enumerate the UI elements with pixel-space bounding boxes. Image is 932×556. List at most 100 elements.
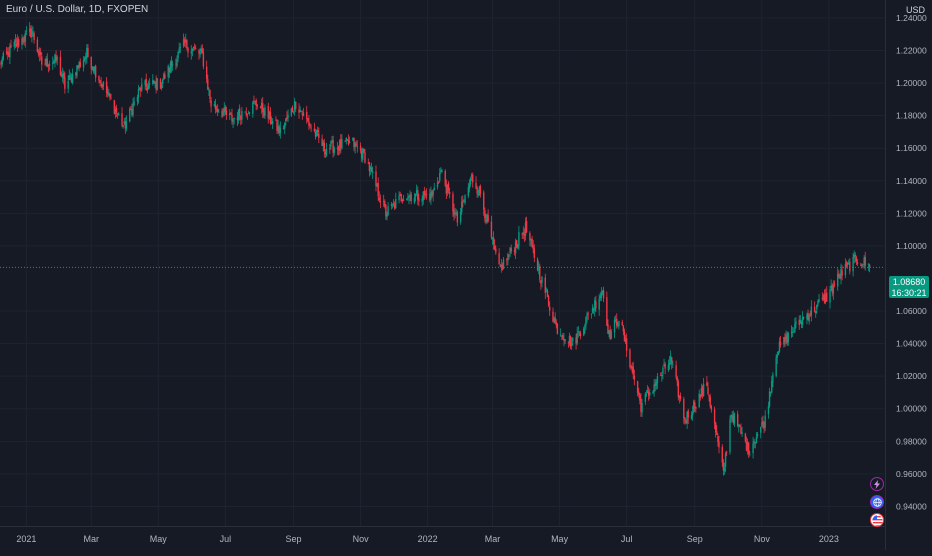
- candle-body: [331, 140, 333, 142]
- candle-body: [308, 121, 310, 126]
- candle-body: [587, 313, 589, 315]
- candle-body: [192, 47, 195, 48]
- last-price-tag: 1.08680 16:30:21: [889, 276, 929, 298]
- candle-body: [764, 415, 766, 428]
- candle-body: [747, 442, 750, 454]
- candle-body: [352, 138, 354, 141]
- candle-body: [384, 201, 386, 207]
- candle-body: [655, 382, 658, 387]
- time-tick-label: Sep: [687, 534, 703, 544]
- candle-body: [170, 61, 173, 67]
- candle-body: [808, 315, 810, 322]
- candle-body: [187, 47, 189, 53]
- candle-body: [78, 62, 80, 69]
- candle-body: [2, 52, 4, 60]
- price-tick-label: 1.16000: [896, 143, 927, 153]
- candle-body: [108, 92, 110, 96]
- candle-body: [133, 101, 135, 106]
- candle-body: [753, 441, 755, 444]
- candle-body: [232, 118, 234, 123]
- candle-body: [456, 212, 459, 223]
- candle-body: [223, 107, 225, 113]
- candle-body: [285, 118, 287, 122]
- candle-body: [83, 58, 86, 61]
- candle-body: [67, 80, 69, 89]
- candle-body: [200, 49, 202, 52]
- candle-body: [5, 51, 8, 54]
- candle-body: [255, 100, 257, 106]
- candle-body: [577, 331, 579, 333]
- candle-body: [848, 263, 850, 264]
- candle-body: [432, 190, 434, 195]
- candle-body: [60, 74, 63, 76]
- candle-body: [256, 104, 258, 107]
- candle-body: [824, 293, 827, 302]
- candle-body: [444, 170, 446, 186]
- candle-body: [91, 67, 94, 70]
- candle-body: [730, 415, 732, 420]
- candle-body: [37, 51, 40, 55]
- candle-body: [776, 355, 778, 358]
- candle-body: [586, 313, 588, 317]
- candle-body: [760, 427, 762, 433]
- candle-body: [306, 111, 308, 119]
- price-tick-label: 1.02000: [896, 371, 927, 381]
- time-axis[interactable]: 2021 Mar May Jul Sep Nov 2022 Mar May Jul Sep Nov 20…: [0, 526, 885, 551]
- candle-body: [793, 331, 795, 333]
- us-flag-news-icon[interactable]: [870, 513, 884, 527]
- candle-body: [621, 322, 623, 326]
- candle-body: [359, 145, 362, 151]
- candle-body: [68, 75, 70, 81]
- candle-body: [687, 410, 689, 418]
- candle-body: [154, 81, 156, 83]
- candle-body: [672, 363, 674, 365]
- candle-body: [254, 101, 256, 103]
- candle-body: [159, 79, 162, 89]
- candle-body: [683, 398, 685, 419]
- candle-body: [178, 48, 180, 53]
- candle-body: [606, 297, 608, 326]
- candle-body: [739, 425, 741, 427]
- earnings-flash-icon[interactable]: [870, 477, 884, 491]
- candle-body: [101, 84, 103, 88]
- price-tick-label: 1.20000: [896, 78, 927, 88]
- candle-body: [348, 141, 351, 144]
- candle-body: [21, 38, 23, 45]
- candle-body: [225, 110, 228, 115]
- candle-body: [259, 107, 262, 108]
- time-tick-label: 2022: [418, 534, 438, 544]
- candle-body: [475, 182, 477, 189]
- candle-body: [415, 190, 418, 194]
- candle-body: [845, 262, 848, 267]
- candlestick-chart[interactable]: [0, 0, 885, 526]
- candle-body: [478, 187, 481, 195]
- candle-body: [860, 265, 862, 267]
- chart-plot-area[interactable]: Euro / U.S. Dollar, 1D, FXOPEN: [0, 0, 885, 526]
- candle-body: [722, 462, 725, 471]
- candle-body: [477, 194, 479, 195]
- candle-body: [567, 341, 570, 343]
- candle-body: [822, 295, 825, 301]
- candle-body: [291, 107, 294, 112]
- dividend-globe-icon[interactable]: [870, 495, 884, 509]
- candle-body: [433, 187, 435, 191]
- candle-body: [344, 140, 346, 142]
- candle-body: [548, 306, 551, 311]
- candle-body: [518, 232, 520, 246]
- candle-body: [233, 117, 235, 120]
- candle-body: [222, 112, 224, 116]
- candle-body: [494, 244, 496, 250]
- candle-body: [709, 396, 711, 407]
- candle-body: [453, 210, 455, 216]
- candle-body: [624, 337, 627, 343]
- candle-body: [661, 374, 663, 377]
- price-axis[interactable]: 1.24000 1.22000 1.20000 1.18000 1.16000 1.140…: [885, 0, 932, 550]
- candle-body: [740, 427, 742, 434]
- candle-body: [831, 285, 833, 293]
- candle-body: [307, 118, 309, 121]
- candle-body: [367, 162, 369, 164]
- price-tick-label: 0.94000: [896, 501, 927, 511]
- candle-body: [826, 292, 828, 302]
- candle-body: [630, 366, 632, 368]
- candle-body: [16, 39, 19, 46]
